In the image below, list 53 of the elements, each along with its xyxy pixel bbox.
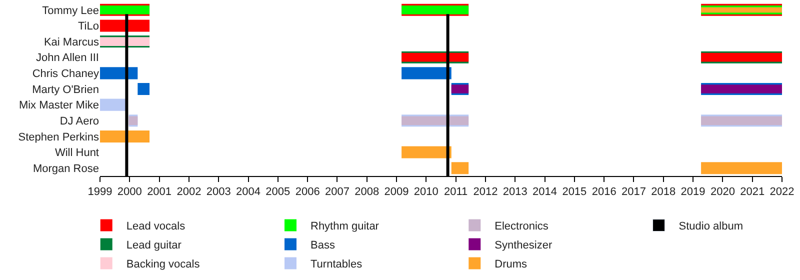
x-tick-label: 2010: [414, 186, 438, 198]
x-tick-label: 2016: [592, 186, 616, 198]
legend-label: Studio album: [678, 220, 743, 233]
x-tick-label: 2008: [354, 186, 380, 198]
x-tick-label: 2000: [117, 186, 142, 198]
x-tick-label: 2007: [324, 186, 350, 198]
bar: [402, 146, 452, 158]
x-tick-label: 2006: [295, 186, 320, 198]
legend-label: Synthesizer: [494, 240, 552, 252]
y-tick-label: DJ Aero: [60, 115, 99, 128]
x-tick-label: 2004: [236, 186, 260, 198]
x-tick-label: 2003: [206, 186, 231, 198]
x-tick-label: 2019: [680, 186, 706, 198]
legend-label: Turntables: [310, 258, 363, 271]
y-tick-label: Will Hunt: [54, 147, 99, 160]
legend-label: Lead guitar: [126, 240, 182, 252]
bar: [100, 67, 138, 80]
y-tick-label: Tommy Lee: [42, 4, 99, 17]
x-tick-label: 1999: [88, 186, 112, 198]
legend-label: Drums: [494, 258, 528, 271]
bar: [138, 82, 150, 96]
legend-label: Electronics: [494, 220, 549, 233]
x-tick-label: 2011: [444, 186, 468, 198]
y-tick-label: Marty O'Brien: [32, 84, 99, 96]
x-tick-label: 2021: [740, 186, 765, 198]
x-tick-label: 2018: [651, 186, 676, 198]
x-tick-label: 2009: [384, 186, 409, 198]
legend-label: Bass: [310, 240, 336, 252]
bar: [701, 162, 782, 174]
x-tick-label: 2017: [622, 186, 646, 198]
bar: [100, 130, 150, 142]
x-tick-label: 2014: [532, 186, 558, 198]
y-tick-label: Mix Master Mike: [18, 100, 99, 112]
x-tick-label: 2015: [562, 186, 587, 198]
bar: [451, 162, 469, 174]
bar: [402, 67, 452, 80]
legend-label: Rhythm guitar: [310, 220, 380, 233]
x-tick-label: 2005: [266, 186, 290, 198]
legend-label: Backing vocals: [126, 258, 200, 271]
y-tick-label: Kai Marcus: [44, 36, 100, 48]
x-tick-label: 2002: [176, 186, 202, 198]
legend-label: Lead vocals: [126, 220, 186, 233]
y-tick-label: Morgan Rose: [32, 162, 99, 175]
y-tick-label: Chris Chaney: [32, 68, 100, 80]
x-tick-label: 2012: [473, 186, 498, 198]
x-tick-label: 2001: [147, 186, 172, 198]
y-tick-label: John Allen III: [36, 52, 99, 64]
y-tick-label: Stephen Perkins: [18, 131, 100, 144]
x-tick-label: 2013: [502, 186, 528, 198]
x-tick-label: 2022: [770, 186, 794, 198]
x-tick-label: 2020: [710, 186, 735, 198]
bar: [100, 20, 150, 32]
y-tick-label: TiLo: [78, 20, 99, 33]
